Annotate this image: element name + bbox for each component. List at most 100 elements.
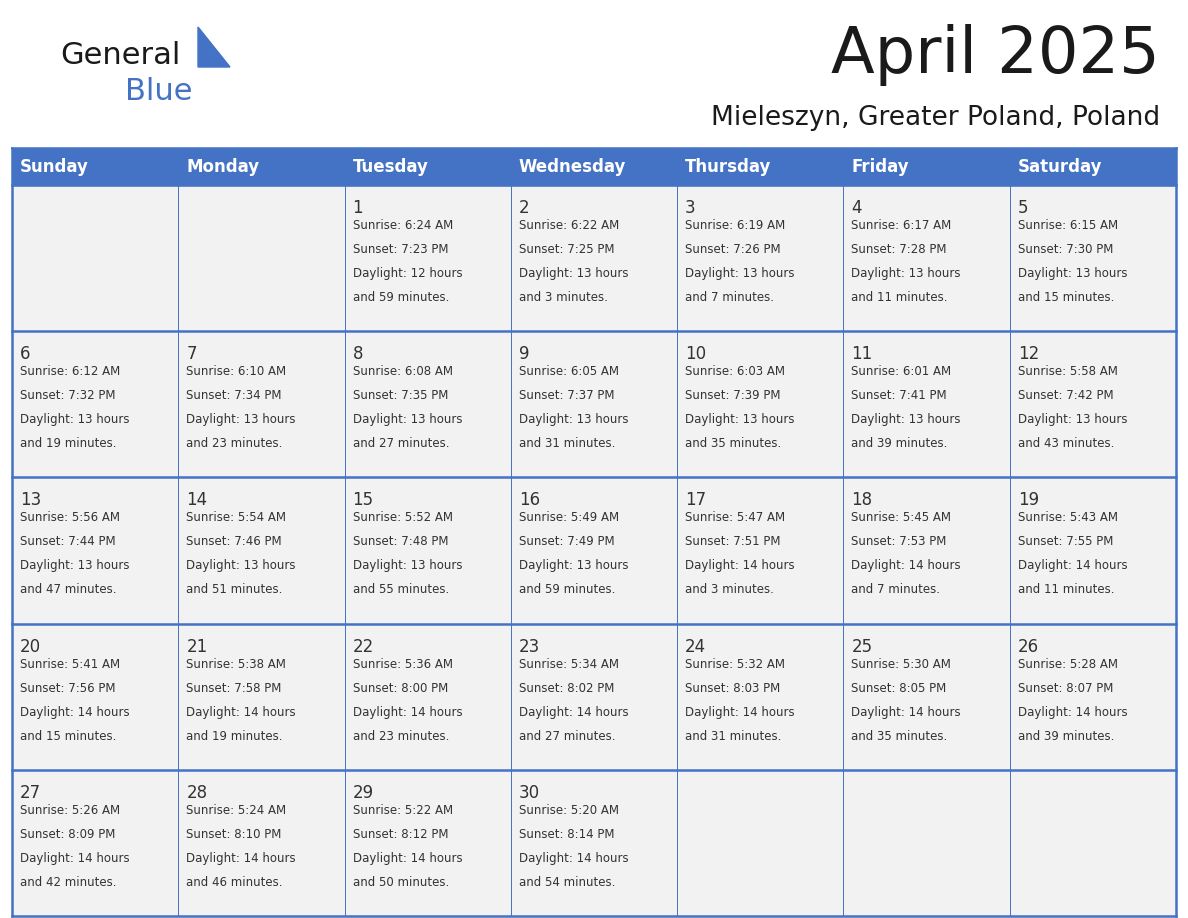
Text: Sunrise: 5:41 AM: Sunrise: 5:41 AM: [20, 657, 120, 671]
Bar: [12, 331, 178, 477]
Text: and 46 minutes.: and 46 minutes.: [187, 876, 283, 889]
Text: Sunrise: 6:22 AM: Sunrise: 6:22 AM: [519, 219, 619, 232]
Text: 16: 16: [519, 491, 541, 509]
Text: Wednesday: Wednesday: [519, 158, 626, 175]
Text: Daylight: 13 hours: Daylight: 13 hours: [20, 559, 129, 573]
Text: Sunset: 7:35 PM: Sunset: 7:35 PM: [353, 389, 448, 402]
Text: Daylight: 12 hours: Daylight: 12 hours: [353, 267, 462, 280]
Text: Sunrise: 5:32 AM: Sunrise: 5:32 AM: [685, 657, 785, 671]
Text: Daylight: 14 hours: Daylight: 14 hours: [852, 559, 961, 573]
Text: Sunrise: 6:10 AM: Sunrise: 6:10 AM: [187, 365, 286, 378]
Bar: [1010, 331, 1176, 477]
Text: Sunrise: 6:19 AM: Sunrise: 6:19 AM: [685, 219, 785, 232]
Text: Sunset: 8:03 PM: Sunset: 8:03 PM: [685, 681, 781, 695]
Bar: [345, 331, 511, 477]
Text: Sunrise: 5:36 AM: Sunrise: 5:36 AM: [353, 657, 453, 671]
Text: and 27 minutes.: and 27 minutes.: [353, 437, 449, 450]
Text: and 11 minutes.: and 11 minutes.: [1018, 584, 1114, 597]
Text: 26: 26: [1018, 638, 1038, 655]
Text: Daylight: 14 hours: Daylight: 14 hours: [1018, 559, 1127, 573]
Text: and 31 minutes.: and 31 minutes.: [519, 437, 615, 450]
Text: Daylight: 13 hours: Daylight: 13 hours: [187, 559, 296, 573]
Bar: [1010, 623, 1176, 770]
Text: and 3 minutes.: and 3 minutes.: [685, 584, 775, 597]
Text: and 43 minutes.: and 43 minutes.: [1018, 437, 1114, 450]
Text: 9: 9: [519, 345, 530, 364]
Text: Sunrise: 5:28 AM: Sunrise: 5:28 AM: [1018, 657, 1118, 671]
Text: Sunrise: 6:03 AM: Sunrise: 6:03 AM: [685, 365, 785, 378]
Bar: [12, 623, 178, 770]
Text: Sunset: 8:00 PM: Sunset: 8:00 PM: [353, 681, 448, 695]
Text: Saturday: Saturday: [1018, 158, 1102, 175]
Text: 20: 20: [20, 638, 42, 655]
Text: Sunset: 7:51 PM: Sunset: 7:51 PM: [685, 535, 781, 548]
Text: Daylight: 13 hours: Daylight: 13 hours: [852, 413, 961, 426]
Text: 7: 7: [187, 345, 197, 364]
Text: Sunset: 7:41 PM: Sunset: 7:41 PM: [852, 389, 947, 402]
Bar: [12, 185, 178, 331]
Text: Daylight: 14 hours: Daylight: 14 hours: [20, 852, 129, 865]
Text: Daylight: 13 hours: Daylight: 13 hours: [519, 267, 628, 280]
Text: Sunrise: 5:54 AM: Sunrise: 5:54 AM: [187, 511, 286, 524]
Bar: [843, 623, 1010, 770]
Text: 17: 17: [685, 491, 707, 509]
Text: Sunrise: 5:20 AM: Sunrise: 5:20 AM: [519, 804, 619, 817]
Text: 6: 6: [20, 345, 31, 364]
Text: and 42 minutes.: and 42 minutes.: [20, 876, 116, 889]
Text: and 19 minutes.: and 19 minutes.: [187, 730, 283, 743]
Text: Friday: Friday: [852, 158, 909, 175]
Text: and 35 minutes.: and 35 minutes.: [852, 730, 948, 743]
Text: 3: 3: [685, 199, 696, 217]
Text: Sunset: 7:37 PM: Sunset: 7:37 PM: [519, 389, 614, 402]
Text: Daylight: 13 hours: Daylight: 13 hours: [20, 413, 129, 426]
Text: and 55 minutes.: and 55 minutes.: [353, 584, 449, 597]
Text: 21: 21: [187, 638, 208, 655]
Text: and 59 minutes.: and 59 minutes.: [519, 584, 615, 597]
Bar: [677, 477, 843, 623]
Text: Sunset: 7:44 PM: Sunset: 7:44 PM: [20, 535, 115, 548]
Bar: [178, 477, 345, 623]
Text: 30: 30: [519, 784, 541, 801]
Text: Daylight: 13 hours: Daylight: 13 hours: [353, 559, 462, 573]
Text: 29: 29: [353, 784, 374, 801]
Text: Monday: Monday: [187, 158, 259, 175]
Text: 12: 12: [1018, 345, 1040, 364]
Text: and 35 minutes.: and 35 minutes.: [685, 437, 782, 450]
Bar: [1010, 185, 1176, 331]
Text: and 15 minutes.: and 15 minutes.: [20, 730, 116, 743]
Text: Sunrise: 5:52 AM: Sunrise: 5:52 AM: [353, 511, 453, 524]
Text: Sunrise: 5:22 AM: Sunrise: 5:22 AM: [353, 804, 453, 817]
Bar: [178, 331, 345, 477]
Text: Sunset: 7:55 PM: Sunset: 7:55 PM: [1018, 535, 1113, 548]
Text: Daylight: 13 hours: Daylight: 13 hours: [852, 267, 961, 280]
Text: Daylight: 13 hours: Daylight: 13 hours: [1018, 267, 1127, 280]
Text: Sunset: 8:14 PM: Sunset: 8:14 PM: [519, 828, 614, 841]
Bar: [345, 623, 511, 770]
Bar: [677, 185, 843, 331]
Bar: [843, 770, 1010, 916]
Text: Sunset: 7:34 PM: Sunset: 7:34 PM: [187, 389, 282, 402]
Text: Sunrise: 6:08 AM: Sunrise: 6:08 AM: [353, 365, 453, 378]
Text: Sunset: 7:25 PM: Sunset: 7:25 PM: [519, 243, 614, 256]
Text: 8: 8: [353, 345, 364, 364]
Bar: [511, 770, 677, 916]
Text: Sunset: 7:26 PM: Sunset: 7:26 PM: [685, 243, 781, 256]
Text: and 7 minutes.: and 7 minutes.: [685, 291, 775, 304]
Bar: [12, 148, 1176, 185]
Text: Daylight: 13 hours: Daylight: 13 hours: [685, 267, 795, 280]
Text: Daylight: 14 hours: Daylight: 14 hours: [187, 706, 296, 719]
Bar: [12, 770, 178, 916]
Text: Sunset: 7:23 PM: Sunset: 7:23 PM: [353, 243, 448, 256]
Text: Daylight: 13 hours: Daylight: 13 hours: [519, 559, 628, 573]
Text: Daylight: 14 hours: Daylight: 14 hours: [1018, 706, 1127, 719]
Bar: [843, 185, 1010, 331]
Text: Daylight: 14 hours: Daylight: 14 hours: [353, 706, 462, 719]
Bar: [1010, 770, 1176, 916]
Text: 15: 15: [353, 491, 374, 509]
Text: Sunrise: 5:45 AM: Sunrise: 5:45 AM: [852, 511, 952, 524]
Bar: [511, 477, 677, 623]
Text: and 15 minutes.: and 15 minutes.: [1018, 291, 1114, 304]
Text: Sunrise: 5:43 AM: Sunrise: 5:43 AM: [1018, 511, 1118, 524]
Text: 2: 2: [519, 199, 530, 217]
Text: 11: 11: [852, 345, 873, 364]
